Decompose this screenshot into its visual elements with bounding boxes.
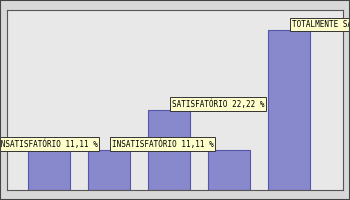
- Bar: [268, 30, 310, 190]
- Text: ENTE INSATISFATÓRIO 11,11 %: ENTE INSATISFATÓRIO 11,11 %: [0, 139, 98, 149]
- Text: TOTALMENTE SATISFATÓRIO 5: TOTALMENTE SATISFATÓRIO 5: [292, 20, 350, 29]
- Bar: [208, 150, 250, 190]
- Bar: [28, 150, 70, 190]
- Bar: [88, 150, 130, 190]
- Text: SATISFATÓRIO 22,22 %: SATISFATÓRIO 22,22 %: [172, 99, 264, 109]
- Text: INSATISFATÓRIO 11,11 %: INSATISFATÓRIO 11,11 %: [112, 139, 214, 149]
- Bar: [148, 110, 190, 190]
